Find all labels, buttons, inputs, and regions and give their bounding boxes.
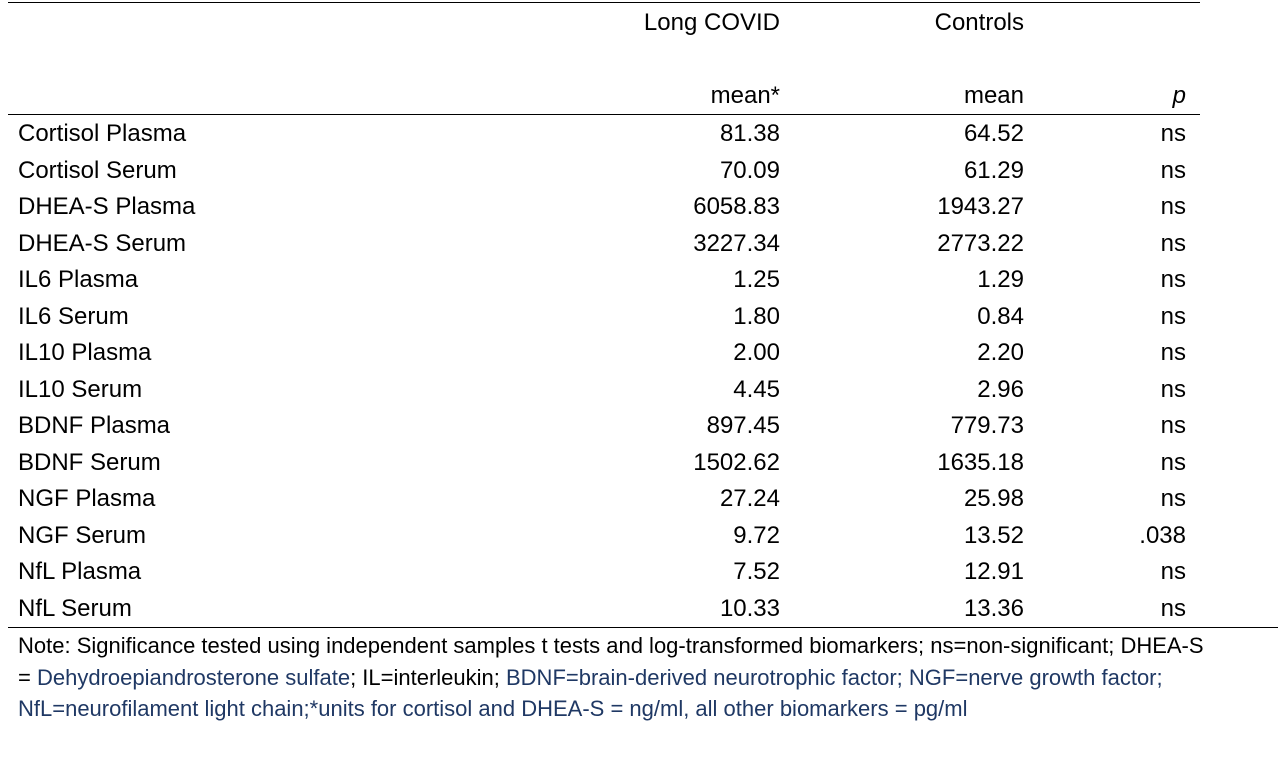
long-covid-mean-cell: 3227.34 [693,229,780,257]
row-label: IL6 Serum [18,302,129,330]
header-p-value: p [1172,82,1186,109]
table-row: NGF Serum 9.72 13.52 .038 [0,518,1280,555]
table-header-rule [8,114,1200,115]
p-value-cell: ns [1160,558,1186,585]
note-text-1: Note: Significance tested using independ… [18,633,1204,690]
long-covid-mean-cell: 4.45 [733,375,780,403]
table-row: IL6 Serum 1.80 0.84 ns [0,299,1280,336]
row-label: Cortisol Serum [18,156,177,184]
row-label: IL6 Plasma [18,266,139,293]
p-value-cell: ns [1160,156,1186,184]
p-value-cell: ns [1160,448,1186,476]
long-covid-mean-cell: 9.72 [733,521,780,549]
p-value-cell: ns [1160,339,1186,366]
long-covid-mean-cell: 6058.83 [693,193,780,220]
row-label: NGF Serum [18,521,147,549]
table-row: IL10 Plasma 2.00 2.20 ns [0,335,1280,372]
table-row: BDNF Plasma 897.45 779.73 ns [0,408,1280,445]
p-value-cell: ns [1160,120,1186,147]
table-row: IL6 Plasma 1.25 1.29 ns [0,262,1280,299]
p-value-cell: ns [1160,375,1186,403]
table-row: Cortisol Serum 70.09 61.29 ns [0,153,1280,190]
table-row: NfL Serum 10.33 13.36 ns [0,591,1280,628]
header-long-covid-mean: mean* [710,82,780,109]
controls-mean-cell: 2.96 [977,375,1024,403]
p-value-cell: .038 [1139,521,1186,549]
long-covid-mean-cell: 27.24 [719,485,780,512]
controls-mean-cell: 64.52 [963,120,1024,147]
p-value-cell: ns [1160,485,1186,512]
header-controls-mean: mean [963,82,1024,109]
row-label: NfL Serum [18,594,132,622]
long-covid-mean-cell: 897.45 [706,412,780,439]
p-value-cell: ns [1160,594,1186,622]
p-value-cell: ns [1160,229,1186,257]
table-body: Cortisol Plasma 81.38 64.52 ns Cortisol Seru… [0,116,1280,627]
long-covid-mean-cell: 1502.62 [693,448,780,476]
table-bottom-rule [8,627,1278,628]
controls-mean-cell: 25.98 [963,485,1024,512]
long-covid-mean-cell: 10.33 [719,594,780,622]
row-label: BDNF Plasma [18,412,171,439]
controls-mean-cell: 13.36 [963,594,1024,622]
table-note: Note: Significance tested using independ… [18,630,1218,725]
row-label: IL10 Plasma [18,339,152,366]
long-covid-mean-cell: 1.25 [733,266,780,293]
p-value-cell: ns [1160,302,1186,330]
controls-mean-cell: 13.52 [963,521,1024,549]
table-row: DHEA-S Serum 3227.34 2773.22 ns [0,226,1280,263]
controls-mean-cell: 1943.27 [937,193,1024,220]
note-text-4: BDNF=brain-derived neurotrophic factor; … [18,664,1163,722]
controls-mean-cell: 1.29 [977,266,1024,293]
controls-mean-cell: 0.84 [977,302,1024,330]
controls-mean-cell: 2.20 [977,339,1024,366]
long-covid-mean-cell: 2.00 [733,339,780,366]
table-row: Cortisol Plasma 81.38 64.52 ns [0,116,1280,153]
row-label: NGF Plasma [18,485,156,512]
note-text-2: Dehydroepiandrosterone sulfate [36,664,351,690]
row-label: NfL Plasma [18,558,142,585]
long-covid-mean-cell: 7.52 [733,558,780,585]
table-top-rule [8,2,1200,3]
header-controls: Controls [934,9,1024,36]
controls-mean-cell: 12.91 [963,558,1024,585]
row-label: IL10 Serum [18,375,143,403]
controls-mean-cell: 61.29 [963,156,1024,184]
table-row: NGF Plasma 27.24 25.98 ns [0,481,1280,518]
note-text-3: ; IL=interleukin; [350,664,506,690]
p-value-cell: ns [1160,193,1186,220]
p-value-cell: ns [1160,412,1186,439]
row-label: DHEA-S Serum [18,229,187,257]
controls-mean-cell: 2773.22 [937,229,1024,257]
row-label: DHEA-S Plasma [18,193,196,220]
long-covid-mean-cell: 70.09 [719,156,780,184]
row-label: BDNF Serum [18,448,161,476]
table-row: IL10 Serum 4.45 2.96 ns [0,372,1280,409]
controls-mean-cell: 1635.18 [937,448,1024,476]
table-row: BDNF Serum 1502.62 1635.18 ns [0,445,1280,482]
row-label: Cortisol Plasma [18,120,187,147]
long-covid-mean-cell: 1.80 [733,302,780,330]
controls-mean-cell: 779.73 [950,412,1024,439]
table-row: NfL Plasma 7.52 12.91 ns [0,554,1280,591]
p-value-cell: ns [1160,266,1186,293]
table-row: DHEA-S Plasma 6058.83 1943.27 ns [0,189,1280,226]
long-covid-mean-cell: 81.38 [719,120,780,147]
header-long-covid: Long COVID [643,9,780,36]
